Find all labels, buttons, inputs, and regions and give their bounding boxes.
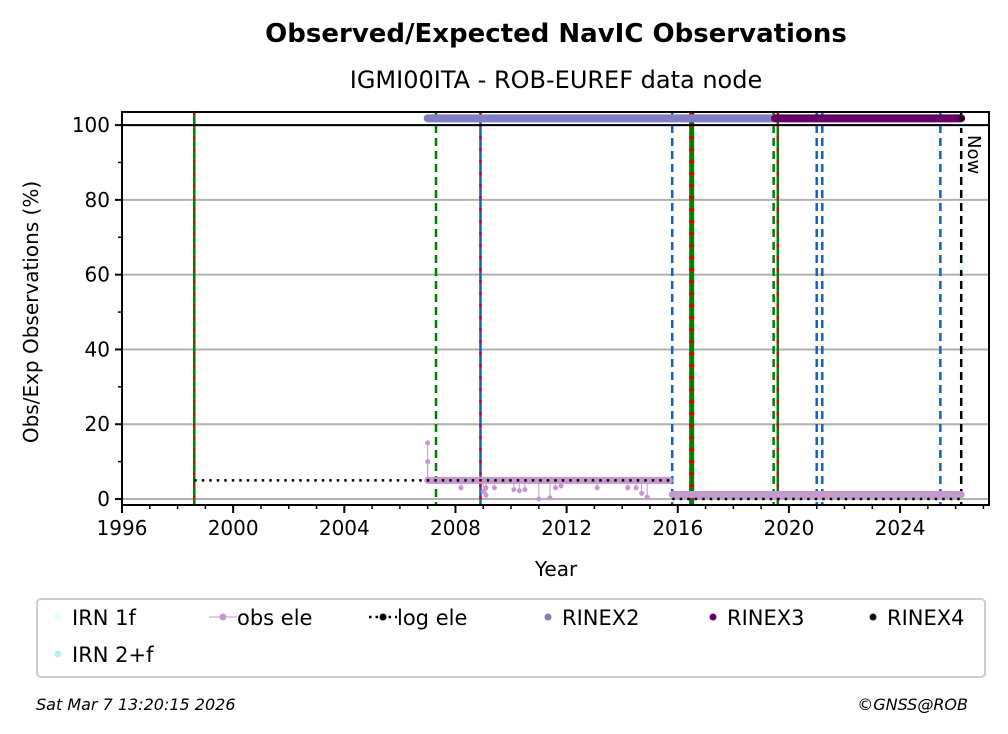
obs-ele-point <box>511 487 517 493</box>
legend-marker-rinex2 <box>544 613 552 621</box>
y-tick-label: 20 <box>85 412 110 436</box>
legend-label-rinex2: RINEX2 <box>562 606 640 630</box>
x-tick-label: 2000 <box>208 516 259 540</box>
obs-ele-point <box>594 485 600 491</box>
legend-marker-irn-1f <box>54 613 62 621</box>
obs-ele-point <box>522 487 528 493</box>
irn-1f-point <box>958 264 965 271</box>
footer-timestamp: Sat Mar 7 13:20:15 2026 <box>36 695 236 714</box>
now-label: Now <box>963 135 984 174</box>
legend-label-obs-ele: obs ele <box>237 606 312 630</box>
footer-copyright: ©GNSS@ROB <box>857 695 968 714</box>
obs-ele-point <box>644 494 650 500</box>
obs-ele-point <box>639 490 645 496</box>
x-tick-label: 2016 <box>652 516 703 540</box>
legend-label-rinex4: RINEX4 <box>887 606 965 630</box>
obs-ele-point <box>633 485 639 491</box>
legend-label-rinex3: RINEX3 <box>727 606 805 630</box>
obs-ele-point <box>458 485 464 491</box>
y-tick-label: 60 <box>85 263 110 287</box>
y-axis-label: Obs/Exp Observations (%) <box>19 181 43 443</box>
obs-ele-point <box>480 489 486 495</box>
obs-ele-point <box>553 485 558 491</box>
chart-title: Observed/Expected NavIC Observations <box>265 19 847 49</box>
x-tick-label: 1996 <box>97 516 148 540</box>
legend-label-irn-2-f: IRN 2+f <box>72 643 154 667</box>
y-tick-label: 0 <box>97 487 110 511</box>
legend-label-log-ele: log ele <box>397 606 467 630</box>
legend-label-irn-1f: IRN 1f <box>72 606 137 630</box>
plot-frame <box>121 111 990 506</box>
x-tick-label: 2024 <box>875 516 926 540</box>
rinex4-point <box>958 115 965 122</box>
legend-marker-obs-ele <box>219 613 227 621</box>
obs-ele-point <box>425 459 431 465</box>
obs-ele-point <box>516 488 522 494</box>
y-tick-label: 80 <box>85 188 110 212</box>
legend-marker-rinex3 <box>709 613 717 621</box>
obs-ele-point <box>491 485 497 491</box>
y-tick-label: 40 <box>85 337 110 361</box>
chart-subtitle: IGMI00ITA - ROB-EUREF data node <box>350 66 763 94</box>
legend <box>36 598 986 678</box>
obs-ele-point <box>558 483 564 489</box>
x-axis-label: Year <box>534 557 578 581</box>
obs-ele-point <box>483 485 489 491</box>
obs-ele-point <box>425 440 431 446</box>
x-tick-label: 2020 <box>763 516 814 540</box>
x-tick-label: 2008 <box>430 516 481 540</box>
legend-marker-rinex4 <box>869 613 877 621</box>
y-tick-label: 100 <box>72 113 110 137</box>
x-tick-label: 2012 <box>541 516 592 540</box>
legend-marker-log-ele <box>379 613 387 621</box>
obs-ele-point <box>547 495 553 501</box>
obs-ele-point <box>483 492 489 498</box>
legend-marker-irn-2-f <box>54 650 62 658</box>
x-tick-label: 2004 <box>319 516 370 540</box>
obs-ele-point <box>625 485 631 491</box>
obs-ele-point <box>536 496 542 502</box>
